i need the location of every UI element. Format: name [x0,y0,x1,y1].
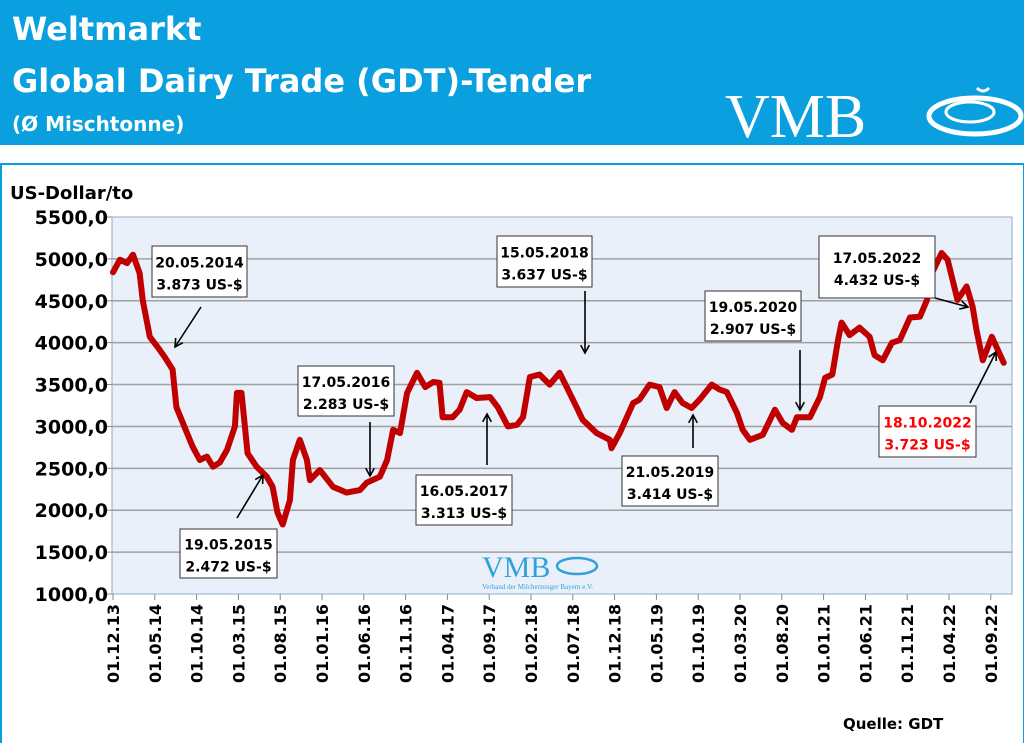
header-title: Weltmarkt [12,10,202,48]
annotation-box [621,455,719,507]
vmb-logo: VMB [725,83,1024,145]
annotation-date: 19.05.2020 [709,300,798,316]
annotation-arrow [236,474,264,519]
x-tick-label: 01.09.22 [982,604,1001,683]
arrowhead-icon [988,350,998,362]
annotation-box [179,528,278,579]
annotation-callout: 20.05.2014 3.873 US-$ [151,245,248,349]
annotation-value: 3.637 US-$ [501,268,587,284]
annotation-box [415,474,513,526]
annotation-callout: 18.10.2022 3.723 US-$ [878,350,998,458]
annotation-value: 2.283 US-$ [303,397,389,413]
annotation-box [878,405,977,458]
annotation-box [151,245,248,298]
x-tick-label: 01.10.19 [689,604,708,683]
x-tick-label: 01.03.15 [229,604,248,683]
x-tick-label: 01.12.13 [104,604,123,683]
arrowhead-icon [579,344,591,355]
annotation-callout: 21.05.2019 3.414 US-$ [621,413,719,507]
annotation-value: 3.313 US-$ [421,506,507,522]
annotation-callout: 19.05.2015 2.472 US-$ [179,473,278,579]
annotation-arrow [969,351,997,404]
x-tick-label: 01.01.16 [313,604,332,683]
y-tick-label: 4000,0 [35,333,108,355]
x-tick-label: 01.08.15 [271,604,290,683]
y-tick-label: 5500,0 [35,207,108,229]
annotation-callout: 17.05.2022 4.432 US-$ [818,235,970,310]
y-tick-label: 3500,0 [35,375,108,397]
annotation-arrow [934,297,969,308]
header-subtitle: Global Dairy Trade (GDT)-Tender [12,62,592,100]
x-tick-label: 01.05.19 [647,604,666,683]
annotation-date: 20.05.2014 [155,256,244,272]
logo-swirl-icon [926,95,1024,137]
x-tick-label: 01.01.21 [815,604,834,683]
annotation-value: 3.873 US-$ [156,278,242,294]
x-tick-label: 01.10.14 [188,604,207,683]
annotation-box [297,365,395,417]
y-tick-label: 4500,0 [35,291,108,313]
watermark-logo: VMB Verband der Milcherzeuger Bayern e.V… [482,551,599,591]
annotation-value: 2.472 US-$ [185,560,271,576]
annotation-value: 4.432 US-$ [834,273,920,289]
annotation-value: 2.907 US-$ [710,322,796,338]
series-line [110,250,1007,528]
annotation-value: 3.414 US-$ [627,487,713,503]
arrowhead-icon [687,413,699,424]
x-tick-label: 01.12.18 [606,604,625,683]
x-tick-label: 01.07.18 [564,604,583,683]
annotation-callout: 16.05.2017 3.313 US-$ [415,412,513,526]
y-tick-label: 3000,0 [35,416,108,438]
annotation-arrow [174,306,202,348]
x-tick-label: 01.03.20 [731,604,750,683]
y-tick-label: 5000,0 [35,249,108,271]
x-tick-label: 01.04.22 [940,604,959,683]
x-tick-label: 01.04.17 [438,604,457,683]
source-label: Quelle: GDT [843,715,944,733]
arrowhead-icon [364,467,376,478]
annotation-date: 16.05.2017 [420,484,509,500]
x-tick-label: 01.06.16 [355,604,374,683]
y-axis-label: US-Dollar/to [10,183,133,204]
x-tick-label: 01.06.21 [856,604,875,683]
annotation-date: 17.05.2016 [302,375,391,391]
y-tick-label: 2000,0 [35,500,108,522]
y-tick-label: 1000,0 [35,584,108,606]
vmb-logo-text: VMB [725,83,866,145]
annotation-date: 18.10.2022 [883,416,972,432]
annotation-date: 21.05.2019 [626,465,715,481]
annotation-callout: 17.05.2016 2.283 US-$ [297,365,395,478]
header-unit-note: (Ø Mischtonne) [12,112,185,136]
arrowhead-icon [481,412,493,423]
arrowhead-icon [174,337,184,349]
watermark-subtitle: Verband der Milcherzeuger Bayern e.V. [482,583,593,591]
arrowhead-icon [794,401,806,412]
x-tick-label: 01.09.17 [480,604,499,683]
annotation-date: 17.05.2022 [833,251,922,267]
arrowhead-icon [254,473,264,485]
y-tick-label: 2500,0 [35,458,108,480]
annotation-box [496,235,593,288]
annotation-callout: 15.05.2018 3.637 US-$ [496,235,593,355]
annotation-date: 19.05.2015 [184,538,273,554]
x-tick-label: 01.11.16 [397,604,416,683]
header-banner: Weltmarkt Global Dairy Trade (GDT)-Tende… [0,0,1024,145]
annotation-date: 15.05.2018 [500,246,589,262]
annotation-box [818,235,936,299]
x-tick-label: 01.11.21 [898,604,917,683]
annotation-callout: 19.05.2020 2.907 US-$ [704,290,806,412]
arrowhead-icon [959,300,970,310]
x-tick-label: 01.08.20 [773,604,792,683]
y-tick-label: 1500,0 [35,542,108,564]
watermark-logo-text: VMB [482,551,550,584]
annotation-box [704,290,802,342]
x-tick-label: 01.05.14 [146,604,165,683]
annotation-value: 3.723 US-$ [884,438,970,454]
x-tick-label: 01.02.18 [522,604,541,683]
